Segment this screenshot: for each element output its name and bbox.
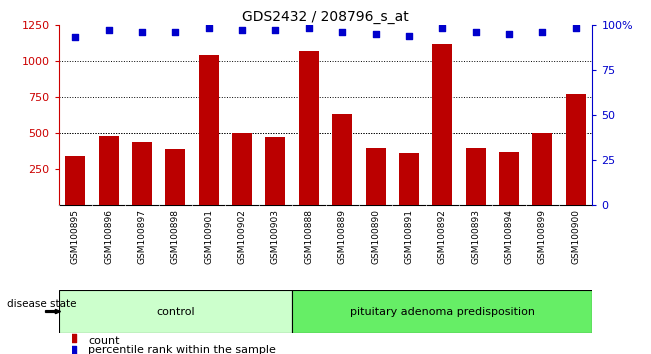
- Text: GSM100890: GSM100890: [371, 209, 380, 264]
- Text: GSM100899: GSM100899: [538, 209, 547, 264]
- Text: GSM100896: GSM100896: [104, 209, 113, 264]
- Point: [197, 200, 207, 205]
- Text: GSM100893: GSM100893: [471, 209, 480, 264]
- FancyBboxPatch shape: [292, 290, 592, 333]
- Point: [197, 306, 207, 312]
- Text: GSM100889: GSM100889: [338, 209, 347, 264]
- Point: [437, 25, 447, 31]
- Bar: [432, 44, 452, 205]
- Bar: [266, 137, 285, 205]
- Text: count: count: [88, 336, 119, 346]
- Bar: [199, 55, 219, 205]
- Bar: [99, 136, 118, 205]
- Point: [337, 29, 348, 35]
- Text: GSM100894: GSM100894: [505, 209, 514, 264]
- Text: GSM100891: GSM100891: [404, 209, 413, 264]
- Bar: [499, 152, 519, 205]
- Text: GSM100898: GSM100898: [171, 209, 180, 264]
- Point: [504, 31, 514, 37]
- Bar: [465, 148, 486, 205]
- Bar: [65, 156, 85, 205]
- Point: [204, 25, 214, 31]
- Point: [370, 31, 381, 37]
- Point: [303, 25, 314, 31]
- Text: GSM100892: GSM100892: [437, 209, 447, 264]
- Bar: [332, 114, 352, 205]
- Point: [70, 35, 81, 40]
- Point: [537, 29, 547, 35]
- Text: GSM100897: GSM100897: [137, 209, 146, 264]
- Point: [104, 27, 114, 33]
- Text: disease state: disease state: [7, 299, 76, 309]
- Point: [570, 25, 581, 31]
- Text: GSM100900: GSM100900: [571, 209, 580, 264]
- Bar: [132, 142, 152, 205]
- Point: [237, 27, 247, 33]
- Point: [404, 33, 414, 39]
- FancyBboxPatch shape: [59, 290, 292, 333]
- Point: [137, 29, 147, 35]
- Point: [270, 27, 281, 33]
- Text: percentile rank within the sample: percentile rank within the sample: [88, 346, 276, 354]
- Bar: [566, 94, 586, 205]
- Point: [170, 29, 180, 35]
- Bar: [165, 149, 186, 205]
- Bar: [365, 148, 385, 205]
- Title: GDS2432 / 208796_s_at: GDS2432 / 208796_s_at: [242, 10, 409, 24]
- Bar: [533, 133, 552, 205]
- Bar: [299, 51, 319, 205]
- Bar: [399, 153, 419, 205]
- Text: pituitary adenoma predisposition: pituitary adenoma predisposition: [350, 307, 534, 316]
- Text: GSM100901: GSM100901: [204, 209, 214, 264]
- Text: GSM100888: GSM100888: [304, 209, 313, 264]
- Bar: [232, 133, 252, 205]
- Text: control: control: [156, 307, 195, 316]
- Point: [471, 29, 481, 35]
- Text: GSM100895: GSM100895: [71, 209, 80, 264]
- Text: GSM100903: GSM100903: [271, 209, 280, 264]
- Text: GSM100902: GSM100902: [238, 209, 247, 264]
